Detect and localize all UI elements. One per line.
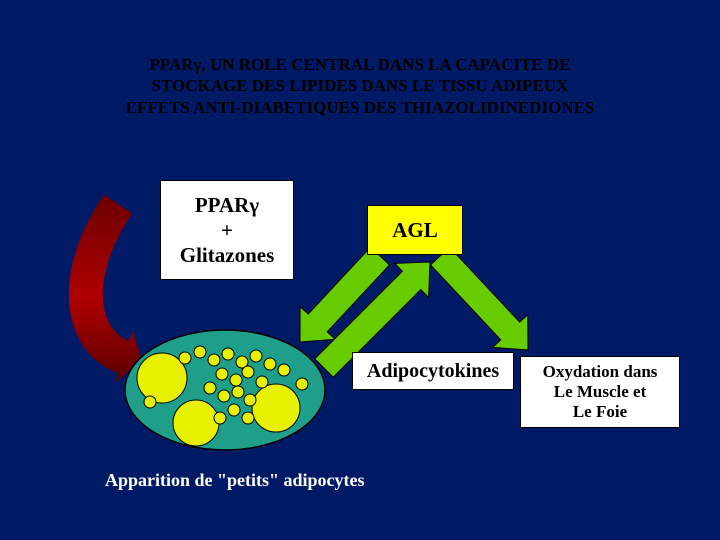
- caption-text: Apparition de "petits" adipocytes: [105, 470, 365, 491]
- slide-title: PPARγ, UN ROLE CENTRAL DANS LA CAPACITE …: [100, 54, 620, 118]
- agl-box: AGL: [367, 205, 463, 255]
- adipocytokines-label: Adipocytokines: [367, 360, 499, 383]
- oxydation-box: Oxydation dansLe Muscle etLe Foie: [520, 356, 680, 428]
- ppar-box: PPARγ+Glitazones: [160, 180, 294, 280]
- agl-label: AGL: [392, 218, 438, 243]
- adipocytokines-box: Adipocytokines: [352, 352, 514, 390]
